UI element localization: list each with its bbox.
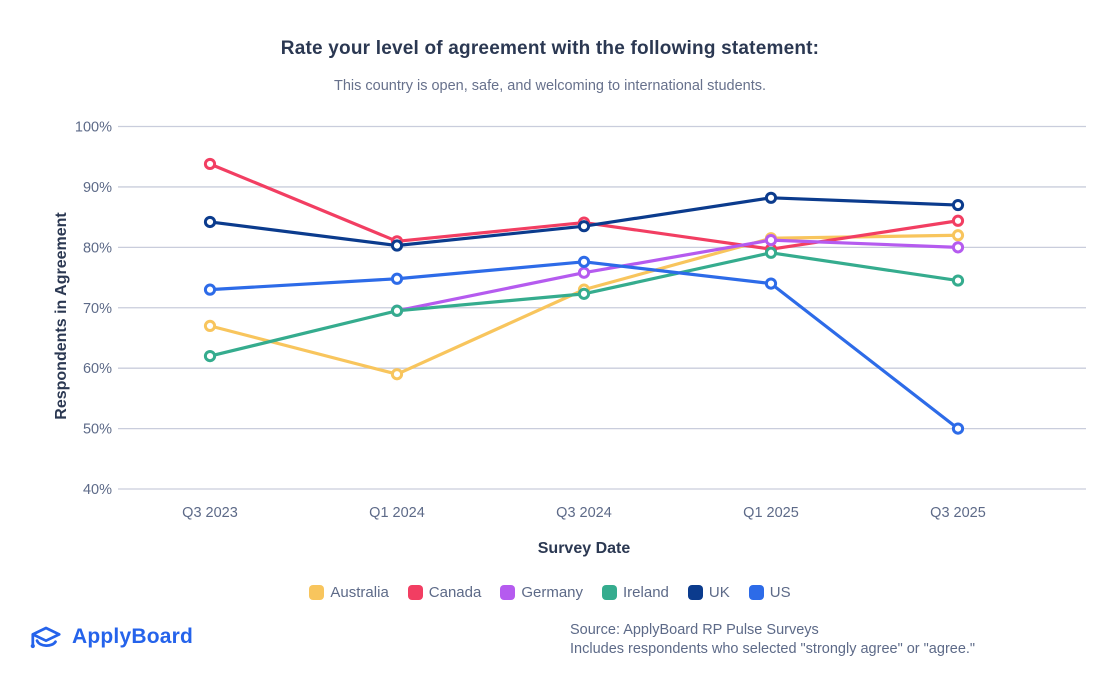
y-tick-label: 40%: [83, 482, 112, 498]
data-point-canada: [203, 157, 217, 171]
data-point-australia: [203, 319, 217, 332]
legend-swatch-ireland: [602, 585, 618, 600]
line-chart-plot: 100% 90% 80% 70% 60% 50% 40% Q3 2023 Q1 2024 Q3 2…: [75, 120, 1086, 521]
legend-item-uk: UK: [687, 584, 730, 601]
y-tick-label: 80%: [83, 240, 112, 256]
data-point-canada: [951, 214, 965, 227]
legend-label-australia: Australia: [330, 584, 389, 601]
data-point-germany: [951, 241, 965, 254]
data-point-australia: [951, 229, 965, 242]
data-point-us: [577, 255, 591, 268]
logo-text: ApplyBoard: [72, 625, 194, 648]
data-point-ireland: [951, 274, 965, 287]
data-point-uk: [390, 239, 404, 252]
data-point-us: [203, 283, 217, 296]
x-tick-label: Q3 2023: [182, 505, 238, 521]
data-point-us: [390, 272, 404, 285]
chart-legend: Australia Canada Germany Ireland UK US: [0, 584, 1100, 601]
data-point-australia: [390, 368, 404, 381]
data-point-germany: [764, 233, 778, 247]
data-point-ireland: [764, 246, 778, 259]
x-axis-title: Survey Date: [537, 540, 631, 557]
graduation-cap-icon: [30, 626, 61, 649]
legend-item-australia: Australia: [309, 584, 389, 601]
data-point-ireland: [390, 304, 404, 317]
data-point-uk: [764, 191, 778, 204]
y-tick-label: 90%: [83, 180, 112, 196]
x-tick-label: Q3 2025: [930, 505, 986, 521]
legend-item-us: US: [748, 584, 791, 601]
source-line-2: Includes respondents who selected "stron…: [570, 641, 976, 658]
data-point-ireland: [203, 349, 217, 363]
legend-swatch-australia: [309, 585, 325, 600]
data-point-uk: [577, 220, 591, 233]
data-point-uk: [951, 198, 965, 212]
legend-item-ireland: Ireland: [602, 584, 669, 601]
y-tick-label: 70%: [83, 301, 112, 317]
x-tick-label: Q1 2024: [369, 505, 425, 521]
series-line-germany: [395, 238, 960, 313]
y-tick-label: 60%: [83, 361, 112, 377]
data-point-uk: [203, 215, 217, 229]
x-tick-label: Q3 2024: [556, 505, 612, 521]
legend-label-canada: Canada: [428, 584, 482, 601]
chart-subtitle: This country is open, safe, and welcomin…: [333, 78, 767, 94]
legend-item-germany: Germany: [500, 584, 583, 601]
source-note: Source: ApplyBoard RP Pulse Surveys Incl…: [570, 621, 975, 660]
legend-swatch-uk: [687, 585, 703, 600]
applyboard-logo: ApplyBoard: [27, 620, 193, 654]
x-tick-label: Q1 2025: [743, 505, 799, 521]
data-point-us: [764, 277, 778, 290]
data-point-germany: [577, 266, 591, 279]
chart-title: Rate your level of agreement with the fo…: [280, 38, 820, 59]
data-point-us: [951, 422, 965, 435]
data-point-ireland: [577, 287, 591, 300]
legend-label-germany: Germany: [521, 584, 584, 601]
legend-swatch-canada: [407, 585, 423, 600]
legend-swatch-germany: [500, 585, 516, 600]
y-tick-label: 100%: [75, 120, 112, 136]
legend-label-uk: UK: [708, 584, 730, 601]
legend-swatch-us: [748, 585, 764, 600]
y-tick-label: 50%: [83, 422, 112, 438]
source-line-1: Source: ApplyBoard RP Pulse Surveys: [570, 622, 819, 638]
legend-item-canada: Canada: [407, 584, 482, 601]
legend-label-ireland: Ireland: [623, 584, 669, 601]
legend-label-us: US: [769, 584, 791, 601]
